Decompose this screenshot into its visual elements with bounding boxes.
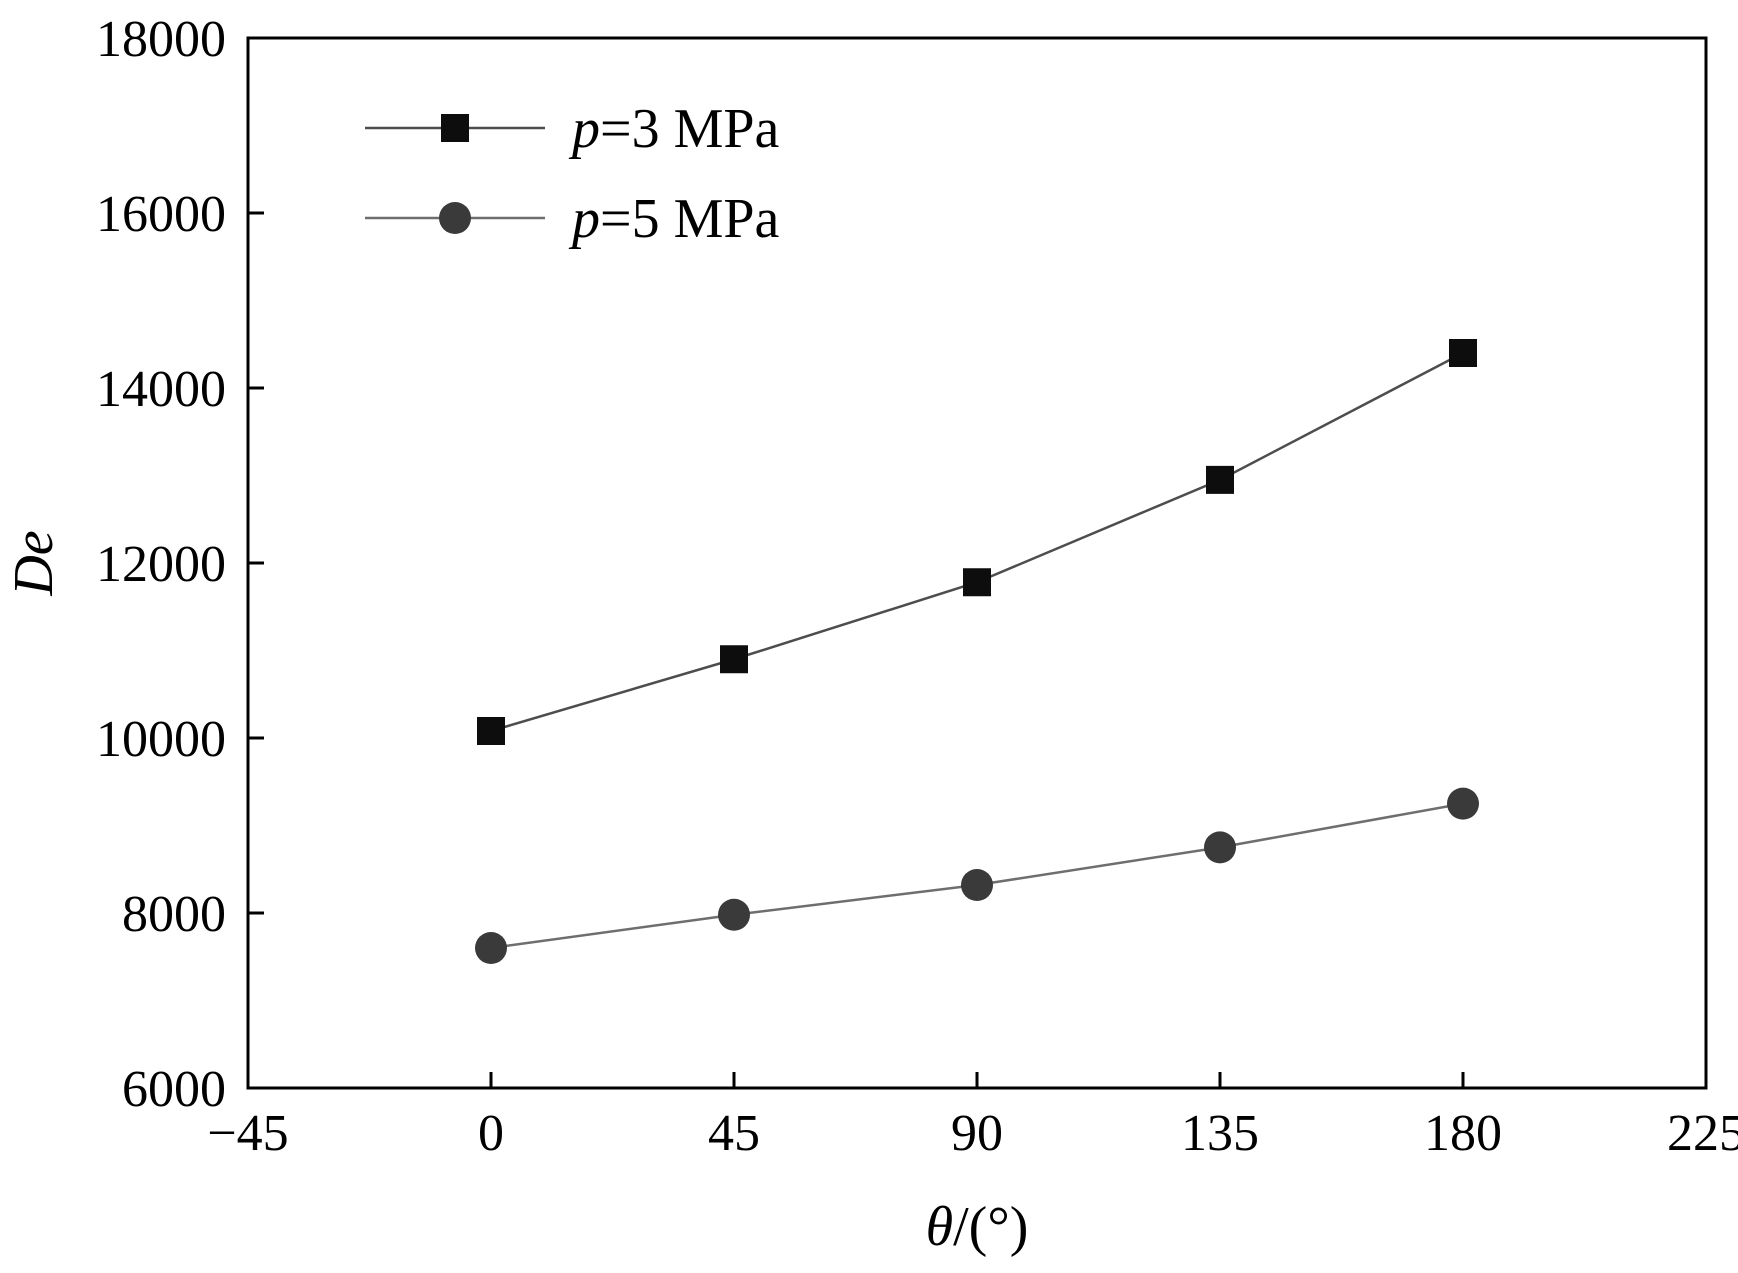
y-tick-label: 10000 bbox=[96, 711, 226, 768]
y-tick-label: 8000 bbox=[122, 886, 226, 943]
legend-marker-0 bbox=[441, 114, 469, 142]
y-tick-label: 6000 bbox=[122, 1061, 226, 1118]
series-0-marker bbox=[963, 568, 991, 597]
series-0-marker bbox=[720, 645, 748, 674]
legend-label-0: p=3 MPa bbox=[568, 98, 780, 160]
x-tick-label: 180 bbox=[1424, 1105, 1502, 1162]
series-1-marker bbox=[475, 932, 507, 964]
series-0-marker bbox=[1206, 465, 1234, 494]
x-tick-label: 0 bbox=[478, 1105, 504, 1162]
series-0-marker bbox=[1449, 339, 1477, 367]
series-1-marker bbox=[1447, 787, 1479, 820]
y-tick-label: 18000 bbox=[96, 11, 226, 68]
y-tick-label: 12000 bbox=[96, 536, 226, 593]
x-tick-label: 45 bbox=[708, 1105, 760, 1162]
x-tick-label: 225 bbox=[1667, 1105, 1738, 1162]
x-tick-label: 90 bbox=[951, 1105, 1003, 1162]
legend-marker-1 bbox=[439, 202, 471, 234]
x-tick-label: −45 bbox=[207, 1105, 288, 1162]
x-tick-label: 135 bbox=[1181, 1105, 1259, 1162]
y-tick-label: 16000 bbox=[96, 186, 226, 243]
legend-label-1: p=5 MPa bbox=[568, 188, 780, 250]
y-axis-label: De bbox=[3, 530, 65, 596]
series-1-marker bbox=[1204, 831, 1236, 864]
series-0-marker bbox=[477, 717, 505, 745]
series-1-marker bbox=[961, 869, 993, 901]
series-1-marker bbox=[718, 898, 750, 931]
x-axis-label: θ/(°) bbox=[926, 1196, 1029, 1258]
y-tick-label: 14000 bbox=[96, 361, 226, 418]
